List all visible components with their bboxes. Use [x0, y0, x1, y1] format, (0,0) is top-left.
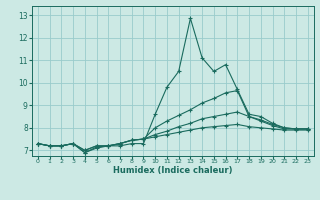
X-axis label: Humidex (Indice chaleur): Humidex (Indice chaleur) — [113, 166, 233, 175]
